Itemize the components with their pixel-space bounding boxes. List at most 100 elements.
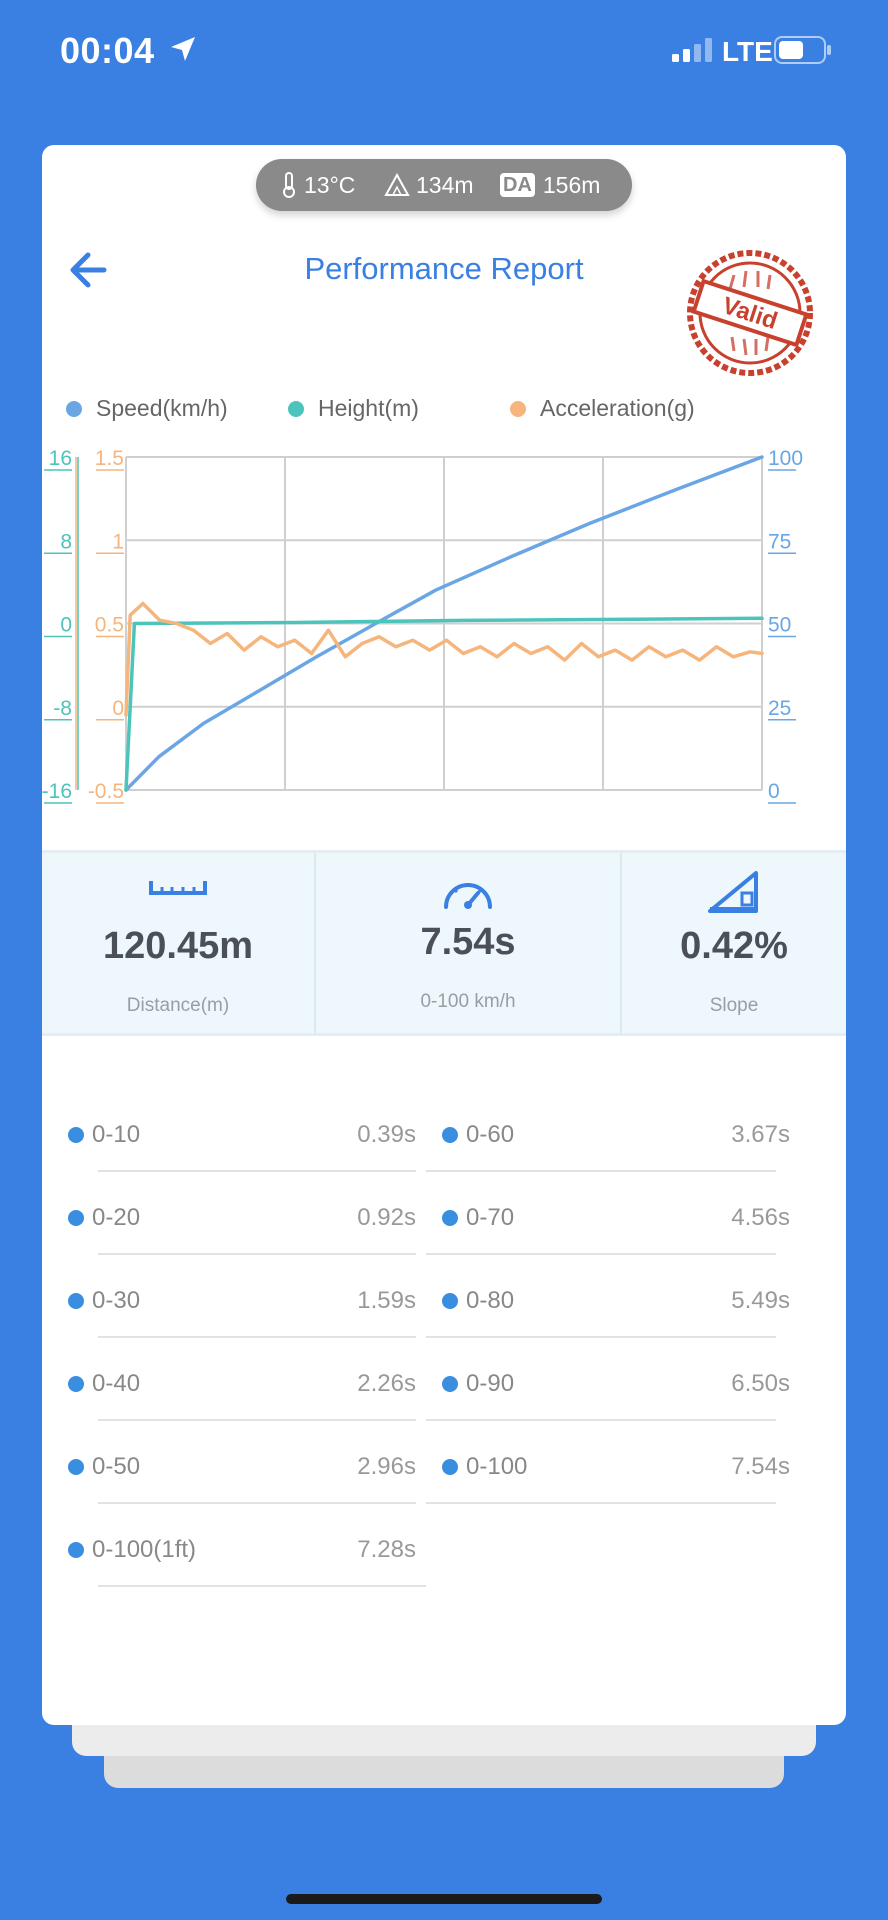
legend-height: Height(m) — [288, 395, 419, 422]
acceleration-axis-tick-label: 1.5 — [95, 447, 124, 470]
split-label: 0-40 — [92, 1370, 141, 1397]
split-time: 7.54s — [731, 1453, 790, 1480]
split-bullet — [442, 1127, 458, 1143]
chart-legend: Speed(km/h) Height(m) Acceleration(g) — [42, 395, 846, 431]
split-row: 0-70 4.56s — [442, 1190, 790, 1250]
acceleration-time-label: 0-100 km/h — [420, 991, 516, 1012]
split-label: 0-10 — [92, 1121, 141, 1148]
split-divider — [98, 1170, 416, 1172]
split-divider — [98, 1253, 416, 1255]
conditions-pill: 13°C 134m DA 156m — [256, 159, 632, 211]
split-row: 0-50 2.96s — [68, 1439, 416, 1499]
split-divider — [426, 1502, 776, 1504]
split-divider — [98, 1585, 426, 1587]
split-time: 5.49s — [731, 1287, 790, 1314]
split-divider — [426, 1336, 776, 1338]
split-divider — [426, 1253, 776, 1255]
split-bullet — [68, 1210, 84, 1226]
stat-acceleration-time: 7.54s 0-100 km/h — [316, 853, 620, 1033]
back-arrow-icon[interactable] — [58, 240, 118, 300]
signal-icon — [672, 38, 712, 62]
density-altitude-item: DA 156m — [500, 171, 600, 199]
legend-speed: Speed(km/h) — [66, 395, 228, 422]
split-label: 0-80 — [466, 1287, 515, 1314]
mountain-icon — [384, 173, 410, 196]
split-row: 0-30 1.59s — [68, 1273, 416, 1333]
slope-icon — [708, 871, 758, 913]
split-label: 0-70 — [466, 1204, 515, 1231]
split-time: 6.50s — [731, 1370, 790, 1397]
speed-axis-tick-label: 100 — [768, 447, 803, 470]
speed-axis-tick-label: 75 — [768, 530, 791, 553]
speedometer-icon — [444, 883, 492, 909]
height-axis-tick-label: -8 — [53, 697, 72, 720]
split-divider — [426, 1170, 776, 1172]
split-row: 0-40 2.26s — [68, 1356, 416, 1416]
split-time: 1.59s — [357, 1287, 416, 1314]
split-time: 3.67s — [731, 1121, 790, 1148]
split-time: 2.26s — [357, 1370, 416, 1397]
ruler-icon — [149, 881, 207, 895]
legend-label-acceleration: Acceleration(g) — [540, 395, 695, 421]
legend-dot-height — [288, 400, 304, 417]
split-divider — [426, 1419, 776, 1421]
split-time: 0.39s — [357, 1121, 416, 1148]
performance-chart: 16 8 0 -8 -16 1.5 1 0.5 0 -0.5 100 75 50 25 0 — [42, 447, 803, 804]
height-axis-tick-label: 0 — [60, 614, 72, 637]
split-label: 0-90 — [466, 1370, 515, 1397]
legend-dot-acceleration — [510, 400, 526, 417]
split-bullet — [442, 1293, 458, 1309]
split-row: 0-80 5.49s — [442, 1273, 790, 1333]
split-bullet — [442, 1210, 458, 1226]
status-bar: 00:04 LTE — [0, 0, 888, 100]
altitude-value: 134m — [416, 171, 474, 198]
split-bullet — [68, 1293, 84, 1309]
temperature-item: 13°C — [280, 171, 355, 199]
stat-divider — [620, 853, 622, 1033]
home-indicator — [286, 1894, 602, 1904]
report-card: 13°C 134m DA 156m Performance Report — [42, 145, 846, 1725]
split-divider — [98, 1336, 416, 1338]
height-axis-tick-label: 8 — [60, 530, 72, 553]
split-label: 0-30 — [92, 1287, 141, 1314]
altitude-item: 134m — [384, 171, 474, 199]
split-bullet — [442, 1459, 458, 1475]
split-time: 0.92s — [357, 1204, 416, 1231]
da-badge: DA — [500, 173, 535, 197]
stat-slope: 0.42% Slope — [622, 853, 846, 1033]
stats-panel: 120.45m Distance(m) 7.54s 0-100 km/h — [42, 850, 846, 1036]
split-time: 2.96s — [357, 1453, 416, 1480]
split-label: 0-50 — [92, 1453, 141, 1480]
density-altitude-value: 156m — [542, 171, 601, 198]
series-line-acceleration-g — [124, 601, 764, 717]
split-bullet — [68, 1459, 84, 1475]
acceleration-time-value: 7.54s — [420, 921, 516, 963]
network-type: LTE — [722, 36, 773, 67]
thermometer-icon — [283, 172, 295, 198]
stat-distance: 120.45m Distance(m) — [42, 853, 314, 1033]
page-title: Performance Report — [304, 251, 584, 286]
valid-stamp-icon: Valid — [687, 250, 813, 376]
location-arrow-icon — [171, 37, 195, 61]
speed-axis-tick-label: 25 — [768, 697, 791, 720]
battery-icon — [774, 36, 831, 64]
split-label: 0-60 — [466, 1121, 515, 1148]
acceleration-axis-tick-label: -0.5 — [88, 780, 124, 803]
legend-label-height: Height(m) — [318, 395, 419, 421]
split-bullet — [68, 1542, 84, 1558]
series-line-height-m — [124, 616, 764, 792]
legend-label-speed: Speed(km/h) — [96, 395, 228, 421]
split-bullet — [68, 1127, 84, 1143]
speed-axis-tick-label: 50 — [768, 614, 791, 637]
split-bullet — [442, 1376, 458, 1392]
split-time: 7.28s — [357, 1536, 416, 1563]
split-bullet — [68, 1376, 84, 1392]
height-axis-tick-label: -16 — [42, 780, 72, 803]
stat-divider — [314, 853, 316, 1033]
distance-value: 120.45m — [102, 925, 253, 967]
split-time: 4.56s — [731, 1204, 790, 1231]
split-divider — [98, 1502, 416, 1504]
legend-dot-speed — [66, 400, 82, 417]
acceleration-axis-tick-label: 1 — [112, 530, 124, 553]
split-row: 0-100 7.54s — [442, 1439, 790, 1499]
